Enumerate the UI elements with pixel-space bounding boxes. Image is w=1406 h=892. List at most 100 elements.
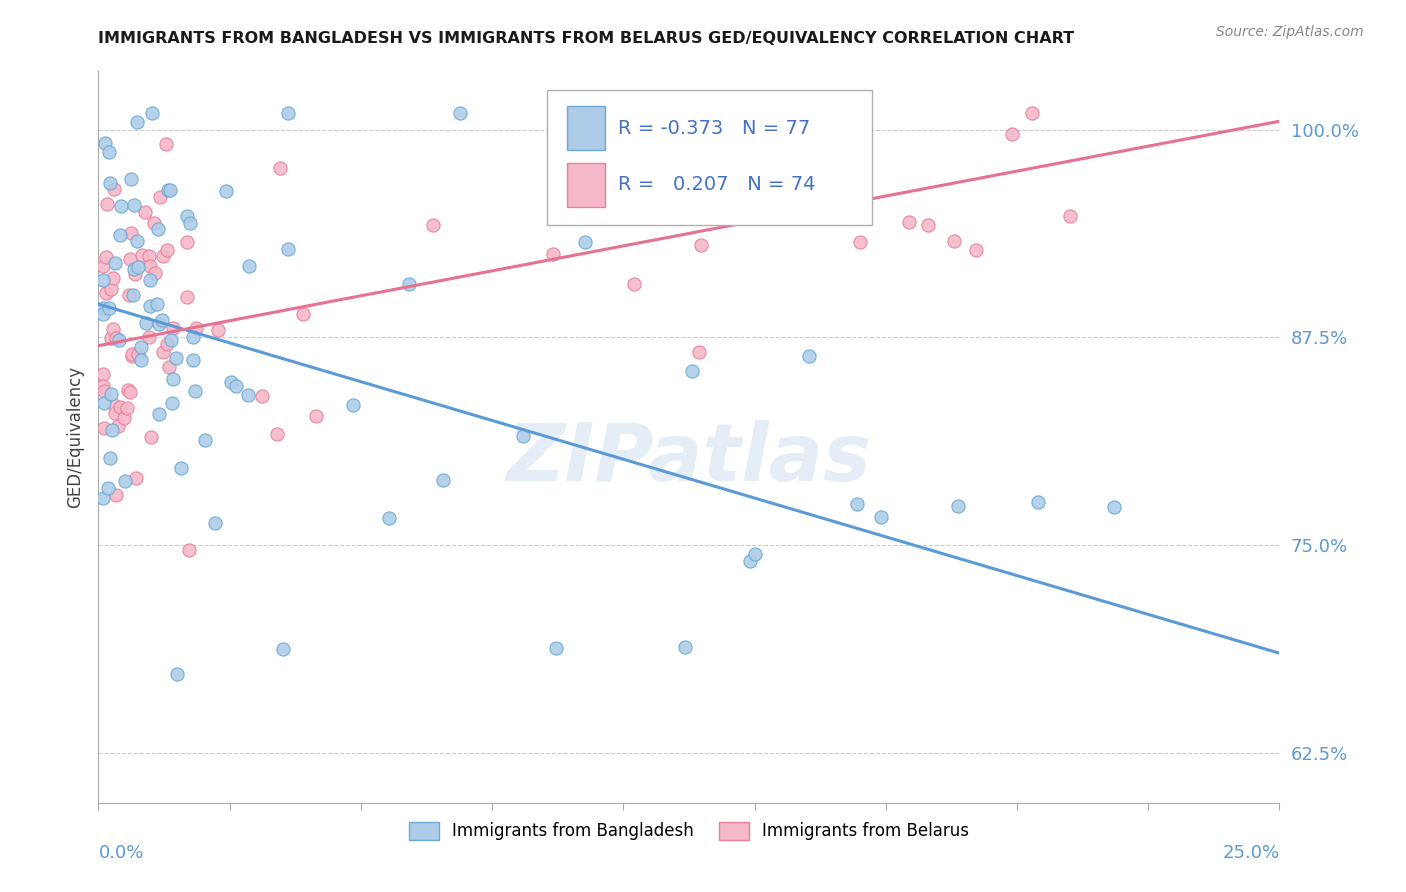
Point <box>91 273 114 287</box>
Point <box>117 401 139 416</box>
Point <box>236 388 259 402</box>
Point <box>100 387 122 401</box>
Point <box>120 172 142 186</box>
Point <box>179 542 201 557</box>
Point <box>103 398 125 412</box>
Point <box>93 421 115 435</box>
Point <box>897 215 920 229</box>
Point <box>98 176 121 190</box>
Point <box>121 347 143 361</box>
Point <box>148 317 170 331</box>
Point <box>250 389 273 403</box>
Point <box>96 197 118 211</box>
Text: 0.0%: 0.0% <box>98 845 143 863</box>
Point <box>219 375 242 389</box>
Point <box>91 307 114 321</box>
Point <box>170 460 193 475</box>
Point <box>853 210 876 224</box>
Point <box>139 259 162 273</box>
Point <box>305 409 328 424</box>
Point <box>103 182 125 196</box>
Point <box>166 667 188 681</box>
Point <box>204 516 226 530</box>
Point <box>149 190 172 204</box>
Text: R = -0.373   N = 77: R = -0.373 N = 77 <box>619 119 810 138</box>
Point <box>449 106 471 120</box>
Point <box>125 115 148 129</box>
Point <box>94 250 117 264</box>
Point <box>162 321 184 335</box>
Point <box>131 352 153 367</box>
Point <box>342 398 364 412</box>
FancyBboxPatch shape <box>547 90 872 225</box>
Text: 25.0%: 25.0% <box>1222 845 1279 863</box>
Point <box>1059 209 1081 223</box>
Point <box>108 400 131 414</box>
Point <box>377 511 399 525</box>
Point <box>94 136 117 151</box>
Point <box>574 235 596 250</box>
Point <box>91 491 114 505</box>
Point <box>512 429 534 443</box>
Point <box>148 222 170 236</box>
Point <box>107 418 129 433</box>
Point <box>118 287 141 301</box>
Point <box>160 333 183 347</box>
Text: R =   0.207   N = 74: R = 0.207 N = 74 <box>619 175 815 194</box>
Point <box>744 548 766 562</box>
Point <box>162 396 184 410</box>
Point <box>942 234 965 248</box>
Point <box>157 183 180 197</box>
Text: IMMIGRANTS FROM BANGLADESH VS IMMIGRANTS FROM BELARUS GED/EQUIVALENCY CORRELATIO: IMMIGRANTS FROM BANGLADESH VS IMMIGRANTS… <box>98 31 1074 46</box>
Point <box>131 248 153 262</box>
Point <box>152 312 174 326</box>
Point <box>127 260 149 274</box>
Point <box>269 161 291 176</box>
Point <box>946 499 969 513</box>
Point <box>152 344 174 359</box>
Point <box>152 249 174 263</box>
Point <box>176 235 198 249</box>
Point <box>176 290 198 304</box>
Point <box>682 364 704 378</box>
Point <box>155 137 177 152</box>
Point <box>432 474 454 488</box>
Point <box>1021 106 1043 120</box>
Point <box>720 120 742 134</box>
Point <box>139 273 162 287</box>
Point <box>98 145 121 159</box>
Point <box>101 271 124 285</box>
Point <box>181 330 204 344</box>
Point <box>1102 500 1125 514</box>
Point <box>108 227 131 242</box>
Point <box>145 266 167 280</box>
Point <box>689 238 711 252</box>
Point <box>101 321 124 335</box>
Point <box>225 378 247 392</box>
Point <box>98 451 121 466</box>
Point <box>91 379 114 393</box>
Point <box>624 106 647 120</box>
Point <box>870 509 893 524</box>
Point <box>138 249 160 263</box>
Point <box>965 243 987 257</box>
Point <box>120 227 142 241</box>
Point <box>127 347 149 361</box>
Point <box>148 407 170 421</box>
Point <box>159 183 181 197</box>
Point <box>96 286 118 301</box>
Point <box>104 331 127 345</box>
Y-axis label: GED/Equivalency: GED/Equivalency <box>66 366 84 508</box>
Point <box>143 216 166 230</box>
Point <box>129 340 152 354</box>
Point <box>398 277 420 291</box>
Point <box>93 396 115 410</box>
Point <box>541 247 564 261</box>
Point <box>101 423 124 437</box>
Point <box>122 262 145 277</box>
Text: Source: ZipAtlas.com: Source: ZipAtlas.com <box>1216 25 1364 39</box>
Point <box>215 184 238 198</box>
Point <box>135 316 157 330</box>
Text: ZIPatlas: ZIPatlas <box>506 420 872 498</box>
Point <box>422 218 444 232</box>
